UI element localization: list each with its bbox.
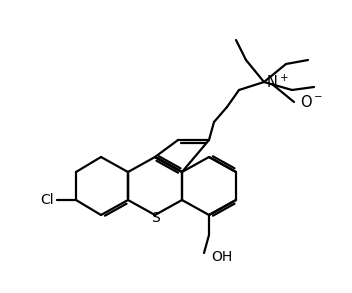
- Text: Cl: Cl: [40, 193, 54, 207]
- Text: S: S: [151, 211, 159, 225]
- Text: OH: OH: [211, 250, 232, 264]
- Text: N$^+$: N$^+$: [266, 73, 289, 91]
- Text: O$^-$: O$^-$: [300, 94, 323, 110]
